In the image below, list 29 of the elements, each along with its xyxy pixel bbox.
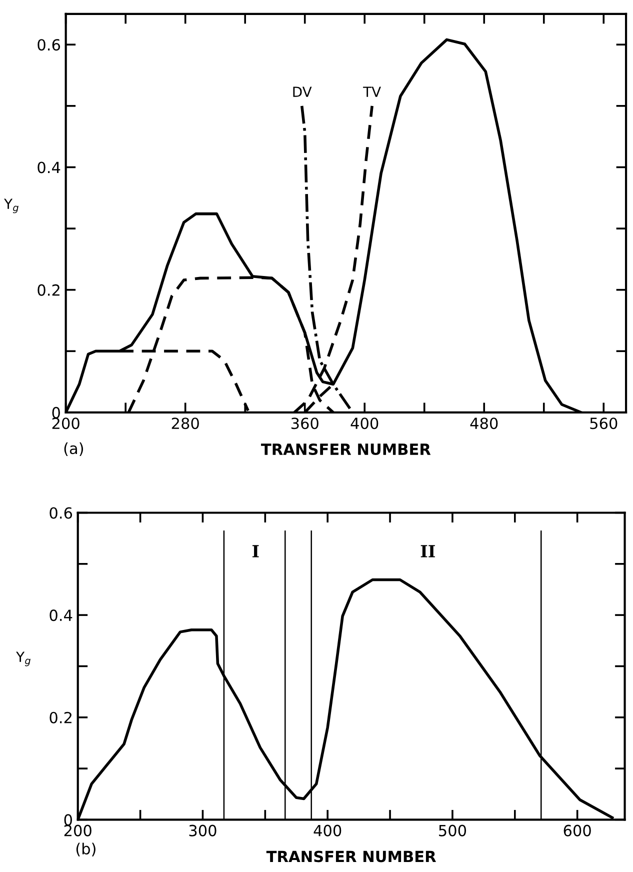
text: (b) [76, 842, 96, 856]
y-tick-label: 0.4 [50, 610, 72, 622]
series-label: TV [363, 86, 381, 97]
y-tick-label: 0.2 [38, 284, 60, 296]
y-axis-title: Y$_{g}$ [4, 198, 18, 214]
y-axis-title: Y$_{g}$ [16, 652, 30, 666]
y-tick-label: 0.2 [50, 712, 72, 724]
y-tick-label: 0.4 [38, 162, 60, 174]
x-tick-label: 200 [52, 418, 80, 430]
y-tick-label: 0 [64, 814, 72, 826]
x-tick-label: 360 [291, 418, 318, 430]
x-tick-label: 200 [64, 824, 92, 836]
y-tick-label: 0 [52, 406, 60, 418]
x-axis-title: TRANSFER NUMBER [266, 850, 436, 862]
text: (a) [64, 442, 83, 456]
annotation: II [420, 545, 435, 558]
x-tick-label: 400 [314, 824, 342, 836]
x-tick-label: 480 [470, 418, 498, 430]
annotation: I [252, 545, 259, 558]
x-tick-label: 400 [350, 418, 378, 430]
x-tick-label: 500 [439, 824, 466, 836]
series-label: DV [293, 86, 312, 97]
x-tick-label: 560 [590, 418, 618, 430]
x-tick-label: 600 [564, 824, 591, 836]
y-tick-label: 0.6 [38, 39, 60, 51]
x-axis-title: TRANSFER NUMBER [261, 443, 431, 456]
y-tick-label: 0.6 [50, 507, 72, 519]
x-tick-label: 300 [189, 824, 216, 836]
x-tick-label: 280 [172, 418, 199, 430]
